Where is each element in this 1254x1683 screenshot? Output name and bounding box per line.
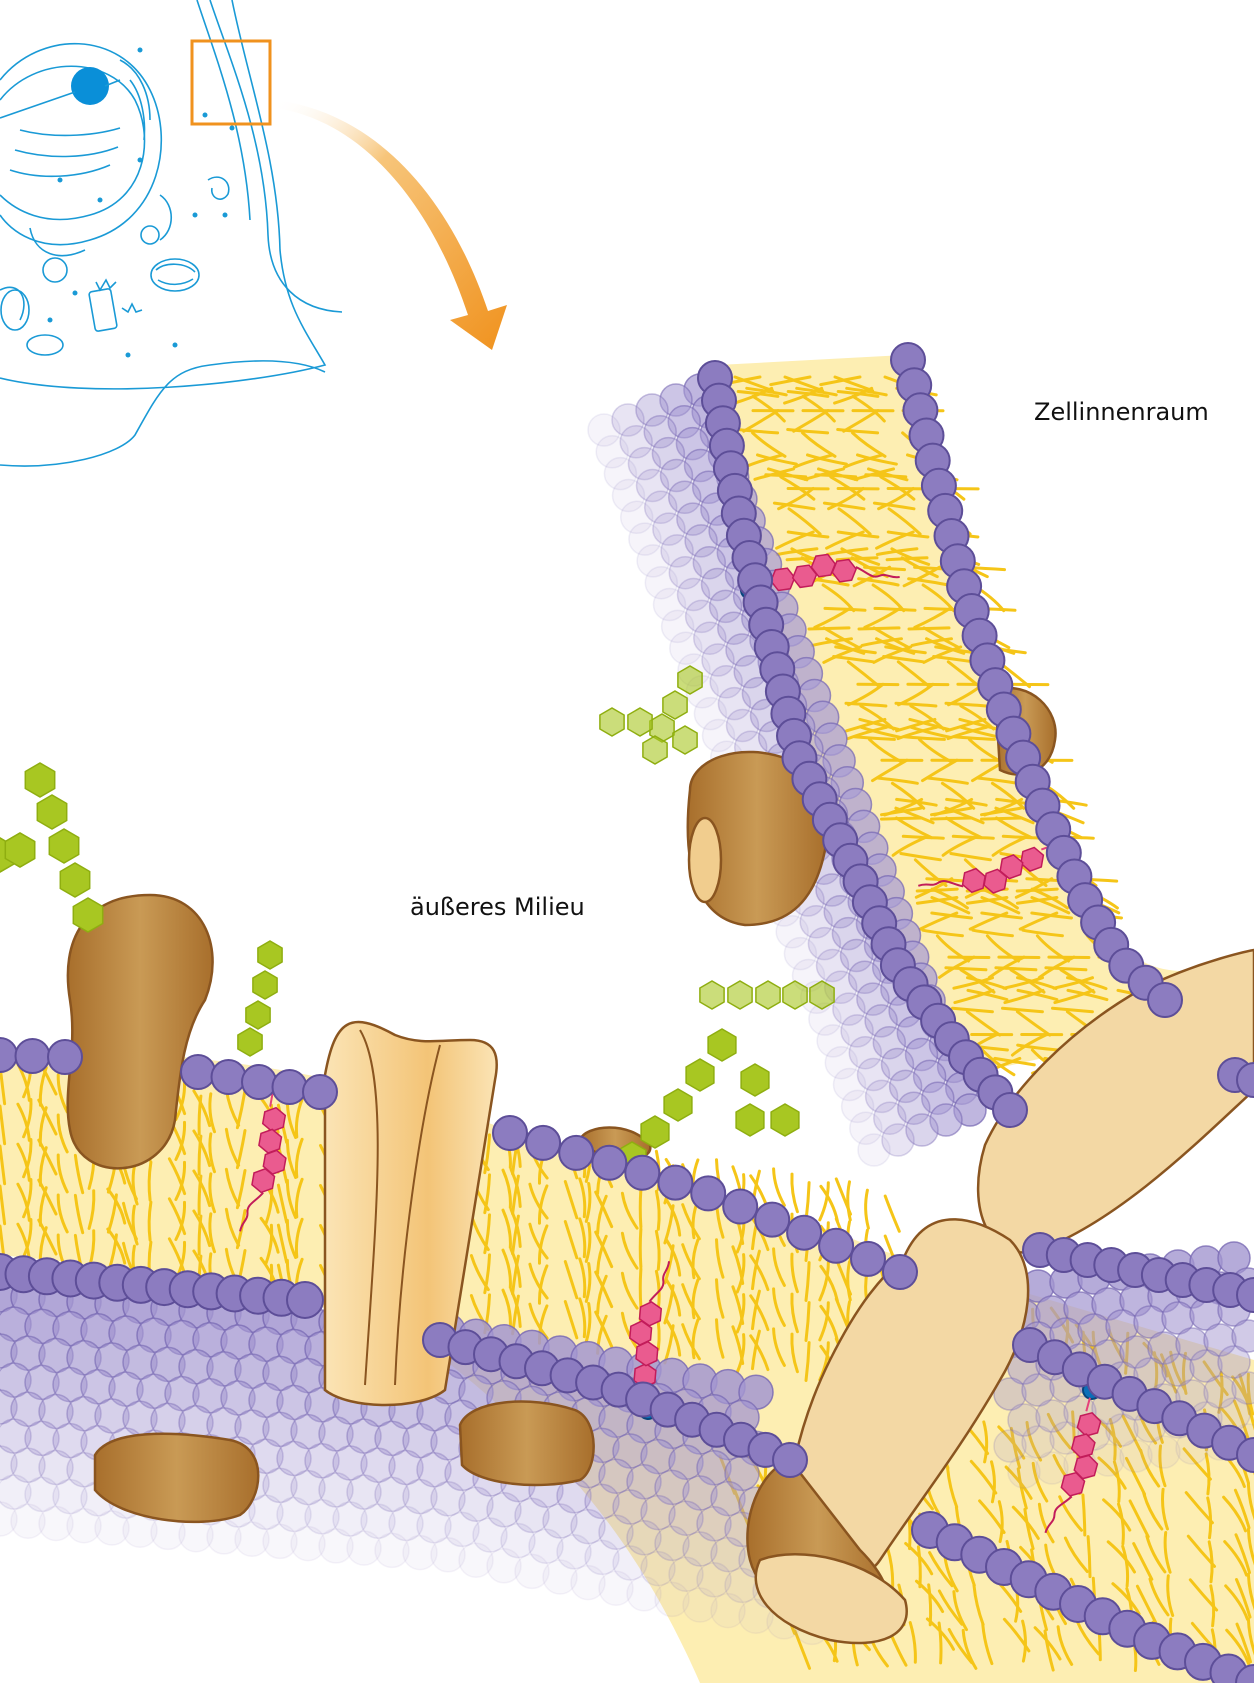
membrane-protein-icon <box>66 686 1254 1645</box>
nucleolus <box>0 67 121 119</box>
lipid-heads <box>0 342 1254 1683</box>
zoom-arrow-icon <box>275 100 507 350</box>
zoom-box-icon <box>190 39 272 126</box>
cell-dots <box>47 47 235 358</box>
cell-outline-icon <box>0 0 343 467</box>
label-cell-interior: Zellinnenraum <box>1034 398 1209 426</box>
label-external-medium: äußeres Milieu <box>410 893 585 921</box>
